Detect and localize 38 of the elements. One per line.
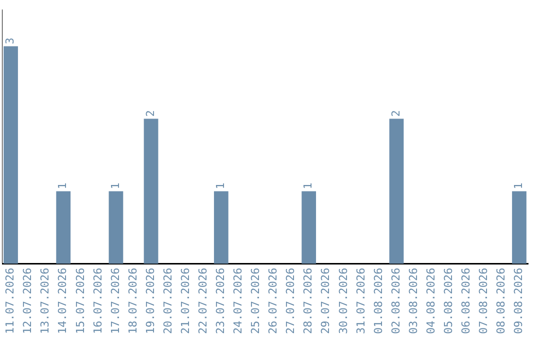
data-label: 2 (389, 110, 402, 117)
x-tick-label: 04.08.2026 (424, 268, 438, 334)
data-label: 3 (4, 38, 17, 44)
x-tick-label: 25.07.2026 (249, 268, 262, 334)
x-tick-label: 06.08.2026 (459, 268, 472, 334)
data-label: 2 (144, 110, 157, 117)
x-tick-label: 27.07.2026 (284, 268, 298, 334)
x-tick-label: 01.08.2026 (372, 268, 385, 334)
x-tick-label: 03.08.2026 (406, 268, 420, 334)
data-label: 1 (108, 182, 122, 190)
x-tick-label: 16.07.2026 (91, 268, 104, 334)
x-tick-label: 05.08.2026 (442, 268, 455, 334)
x-tick-label: 26.07.2026 (266, 268, 280, 334)
x-tick-label: 02.08.2026 (389, 268, 402, 334)
x-tick-label: 21.07.2026 (178, 268, 192, 334)
x-tick-label: 07.08.2026 (477, 268, 490, 334)
x-tick-label: 11.07.2026 (4, 268, 17, 334)
x-tick-label: 12.07.2026 (21, 268, 34, 334)
x-tick-label: 13.07.2026 (38, 268, 52, 334)
x-tick-label: 31.07.2026 (354, 268, 368, 334)
data-label: 1 (302, 182, 315, 190)
x-tick-label: 23.07.2026 (214, 268, 228, 334)
x-tick-label: 29.07.2026 (319, 268, 332, 334)
data-label: 1 (214, 182, 228, 190)
x-tick-label: 17.07.2026 (108, 268, 122, 334)
x-tick-label: 15.07.2026 (74, 268, 87, 334)
x-tick-label: 28.07.2026 (302, 268, 315, 334)
x-tick-label: 09.08.2026 (512, 268, 526, 334)
x-tick-label: 19.07.2026 (144, 268, 157, 334)
x-tick-label: 08.08.2026 (494, 268, 508, 334)
data-label: 1 (56, 182, 70, 190)
x-tick-label: 20.07.2026 (161, 268, 174, 334)
x-tick-label: 24.07.2026 (232, 268, 245, 334)
x-tick-label: 22.07.2026 (196, 268, 210, 334)
data-label: 1 (512, 182, 526, 190)
x-tick-label: 30.07.2026 (336, 268, 350, 334)
x-tick-label: 14.07.2026 (56, 268, 70, 334)
x-tick-label: 18.07.2026 (126, 268, 140, 334)
